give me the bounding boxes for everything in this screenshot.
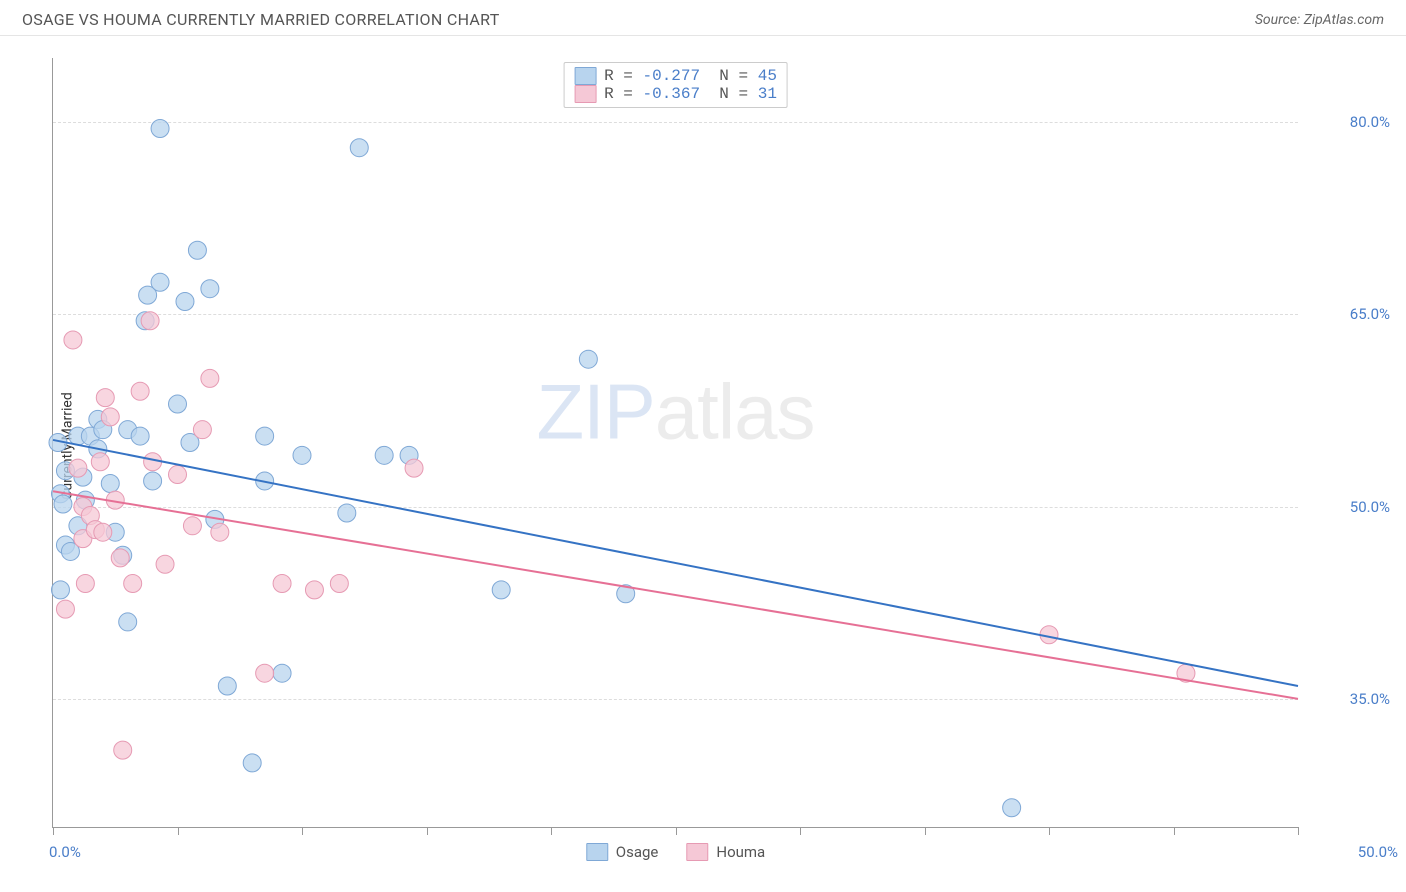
data-point xyxy=(101,475,119,493)
osage-swatch-icon xyxy=(574,67,596,85)
x-tick xyxy=(302,827,303,835)
x-max-label: 50.0% xyxy=(1358,843,1398,861)
data-point xyxy=(201,280,219,298)
data-point xyxy=(256,427,274,445)
x-tick xyxy=(178,827,179,835)
x-tick xyxy=(427,827,428,835)
data-point xyxy=(188,241,206,259)
data-point xyxy=(211,523,229,541)
x-tick xyxy=(1298,827,1299,835)
y-tick-label: 80.0% xyxy=(1350,113,1390,131)
data-point xyxy=(338,504,356,522)
data-point xyxy=(183,517,201,535)
stats-row-osage: R = -0.277 N = 45 xyxy=(574,67,777,85)
data-point xyxy=(218,677,236,695)
data-point xyxy=(54,495,72,513)
trend-line xyxy=(53,491,1298,699)
data-point xyxy=(273,574,291,592)
data-point xyxy=(114,741,132,759)
data-point xyxy=(111,549,129,567)
chart-title: OSAGE VS HOUMA CURRENTLY MARRIED CORRELA… xyxy=(22,10,500,29)
data-point xyxy=(176,293,194,311)
data-point xyxy=(169,395,187,413)
stats-row-houma: R = -0.367 N = 31 xyxy=(574,85,777,103)
data-point xyxy=(256,664,274,682)
x-tick xyxy=(925,827,926,835)
x-tick xyxy=(53,827,54,835)
data-point xyxy=(243,754,261,772)
trend-line xyxy=(53,440,1298,686)
data-point xyxy=(56,600,74,618)
x-tick xyxy=(676,827,677,835)
x-tick xyxy=(1174,827,1175,835)
data-point xyxy=(144,472,162,490)
data-point xyxy=(579,350,597,368)
houma-swatch-icon xyxy=(686,843,708,861)
data-point xyxy=(91,453,109,471)
series-legend: Osage Houma xyxy=(586,843,765,861)
data-point xyxy=(131,427,149,445)
y-tick-label: 50.0% xyxy=(1350,498,1390,516)
x-tick xyxy=(1049,827,1050,835)
plot-area: ZIPatlas 35.0%50.0%65.0%80.0% R = -0.277… xyxy=(52,58,1298,828)
data-point xyxy=(201,369,219,387)
data-point xyxy=(124,574,142,592)
scatter-svg xyxy=(53,58,1298,827)
data-point xyxy=(1003,799,1021,817)
data-point xyxy=(96,389,114,407)
data-point xyxy=(94,523,112,541)
data-point xyxy=(64,331,82,349)
osage-swatch-icon xyxy=(586,843,608,861)
data-point xyxy=(69,459,87,477)
stats-legend: R = -0.277 N = 45 R = -0.367 N = 31 xyxy=(563,62,788,108)
legend-item-houma: Houma xyxy=(686,843,765,861)
data-point xyxy=(151,119,169,137)
houma-swatch-icon xyxy=(574,85,596,103)
source-label: Source: ZipAtlas.com xyxy=(1255,12,1384,28)
data-point xyxy=(141,312,159,330)
x-min-label: 0.0% xyxy=(49,843,81,861)
data-point xyxy=(119,613,137,631)
data-point xyxy=(193,421,211,439)
legend-item-osage: Osage xyxy=(586,843,659,861)
data-point xyxy=(131,382,149,400)
data-point xyxy=(330,574,348,592)
data-point xyxy=(375,446,393,464)
data-point xyxy=(273,664,291,682)
data-point xyxy=(101,408,119,426)
data-point xyxy=(51,581,69,599)
x-tick xyxy=(800,827,801,835)
data-point xyxy=(151,273,169,291)
x-tick xyxy=(551,827,552,835)
data-point xyxy=(305,581,323,599)
data-point xyxy=(350,139,368,157)
title-bar: OSAGE VS HOUMA CURRENTLY MARRIED CORRELA… xyxy=(0,0,1406,36)
data-point xyxy=(492,581,510,599)
data-point xyxy=(156,555,174,573)
data-point xyxy=(169,466,187,484)
data-point xyxy=(76,574,94,592)
y-tick-label: 65.0% xyxy=(1350,305,1390,323)
y-tick-label: 35.0% xyxy=(1350,690,1390,708)
data-point xyxy=(405,459,423,477)
data-point xyxy=(293,446,311,464)
